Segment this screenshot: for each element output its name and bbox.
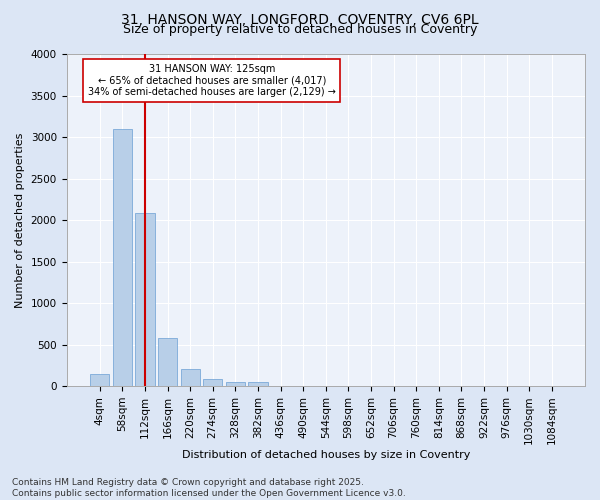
Text: Contains HM Land Registry data © Crown copyright and database right 2025.
Contai: Contains HM Land Registry data © Crown c… xyxy=(12,478,406,498)
Text: 31, HANSON WAY, LONGFORD, COVENTRY, CV6 6PL: 31, HANSON WAY, LONGFORD, COVENTRY, CV6 … xyxy=(121,12,479,26)
Text: 31 HANSON WAY: 125sqm
← 65% of detached houses are smaller (4,017)
34% of semi-d: 31 HANSON WAY: 125sqm ← 65% of detached … xyxy=(88,64,335,97)
Bar xyxy=(181,370,200,386)
Text: Size of property relative to detached houses in Coventry: Size of property relative to detached ho… xyxy=(123,24,477,36)
Bar xyxy=(248,382,268,386)
Bar xyxy=(158,338,177,386)
Bar xyxy=(226,382,245,386)
Bar xyxy=(113,128,132,386)
Y-axis label: Number of detached properties: Number of detached properties xyxy=(15,132,25,308)
Bar xyxy=(203,380,223,386)
Bar xyxy=(90,374,109,386)
Bar xyxy=(136,214,155,386)
X-axis label: Distribution of detached houses by size in Coventry: Distribution of detached houses by size … xyxy=(182,450,470,460)
